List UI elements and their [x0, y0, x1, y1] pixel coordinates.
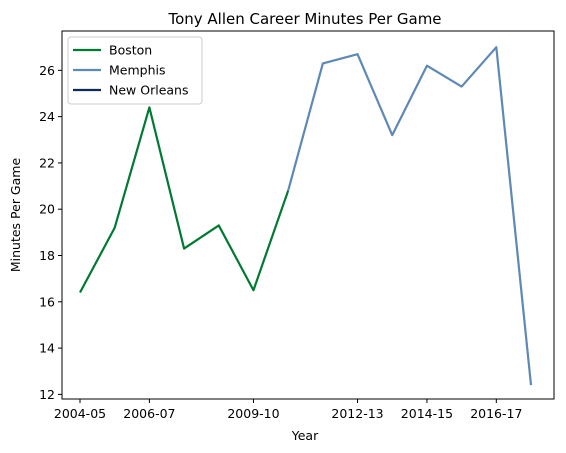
- y-tick-label: 12: [39, 387, 55, 402]
- y-tick-label: 22: [39, 155, 55, 170]
- plot-frame: [61, 30, 555, 400]
- x-tick-label: 2006-07: [123, 406, 175, 421]
- series-lines: [79, 46, 533, 386]
- y-tick-label: 24: [39, 109, 55, 124]
- series-line-1: [287, 46, 533, 386]
- x-axis: 2004-05 2006-07 2009-10 2012-13 2014-15 2016-…: [54, 399, 522, 421]
- x-tick-label: 2016-17: [470, 406, 522, 421]
- legend-entry: Boston: [109, 43, 152, 58]
- legend-frame: [67, 36, 203, 105]
- legend: Boston Memphis New Orleans: [67, 36, 203, 105]
- legend-entry: New Orleans: [109, 83, 188, 98]
- x-tick-label: 2014-15: [401, 406, 453, 421]
- x-tick-label: 2004-05: [54, 406, 106, 421]
- y-tick-label: 14: [39, 341, 55, 356]
- legend-entry: Memphis: [109, 63, 166, 78]
- y-tick-label: 16: [39, 294, 55, 309]
- y-axis: 12 14 16 18 20 22 24 26: [39, 63, 62, 402]
- y-axis-label: Minutes Per Game: [8, 158, 23, 273]
- x-axis-label: Year: [291, 428, 319, 443]
- series-line-0: [79, 106, 290, 294]
- y-tick-label: 20: [39, 202, 55, 217]
- y-tick-label: 26: [39, 63, 55, 78]
- y-tick-label: 18: [39, 248, 55, 263]
- x-tick-label: 2012-13: [331, 406, 383, 421]
- x-tick-label: 2009-10: [227, 406, 279, 421]
- chart-title: Tony Allen Career Minutes Per Game: [167, 10, 441, 28]
